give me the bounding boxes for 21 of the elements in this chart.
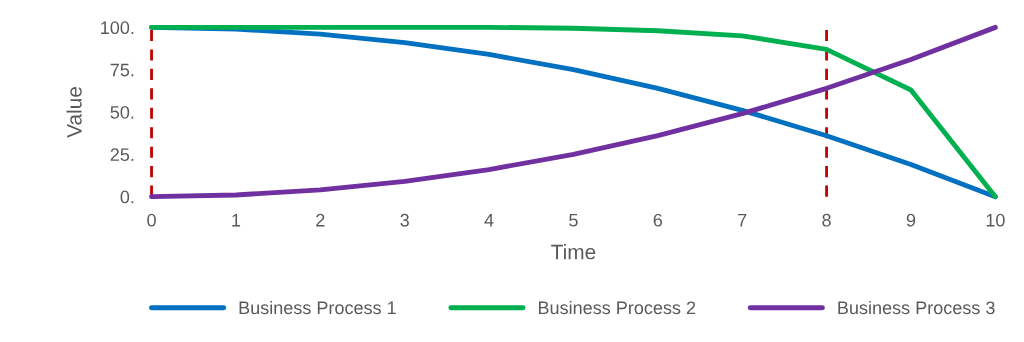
legend-label: Business Process 2: [538, 300, 696, 315]
x-tick-label: 7: [738, 213, 747, 227]
y-axis-title: Value: [66, 87, 82, 138]
y-tick-label: 25.: [110, 148, 134, 162]
x-tick-label: 2: [316, 213, 325, 227]
x-axis-title: Time: [551, 244, 596, 260]
legend-label: Business Process 3: [838, 300, 995, 315]
x-tick-label: 5: [569, 213, 578, 227]
x-tick-label: 10: [986, 213, 1005, 227]
x-tick-label: 9: [906, 213, 916, 227]
x-tick-label: 8: [822, 213, 831, 227]
x-tick-label: 4: [484, 213, 494, 227]
y-tick-label: 50.: [110, 105, 134, 119]
x-tick-label: 1: [232, 213, 241, 227]
y-tick-label: 0.: [120, 190, 134, 204]
x-tick-label: 6: [653, 213, 663, 227]
x-tick-label: 0: [147, 213, 156, 227]
y-tick-label: 100.: [101, 21, 134, 35]
y-tick-label: 75.: [110, 63, 134, 77]
x-tick-label: 3: [400, 213, 409, 227]
legend-label: Business Process 1: [239, 300, 396, 315]
